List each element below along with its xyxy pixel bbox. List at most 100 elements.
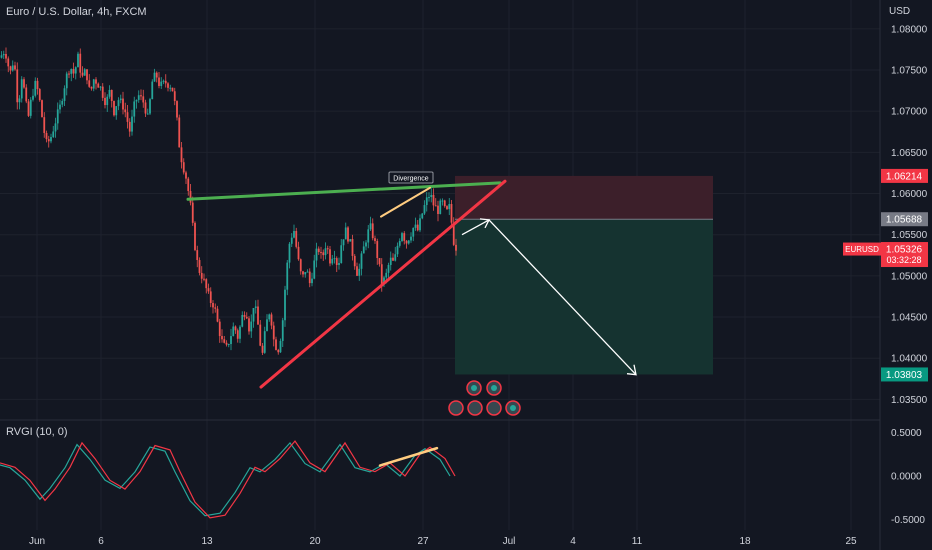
candle-body [324, 248, 327, 256]
candle-body [182, 162, 185, 173]
grid [0, 0, 880, 530]
candle-body [126, 112, 129, 122]
candle-body [90, 86, 93, 89]
candle-body [196, 250, 199, 261]
candle-body [61, 100, 64, 105]
candle-body [108, 89, 111, 97]
symbol-tag [843, 242, 881, 256]
candle-body [52, 131, 55, 138]
candle-body [293, 230, 295, 238]
candle-body [281, 320, 284, 341]
candle-body [374, 238, 376, 242]
candle-body [320, 252, 322, 254]
candle-body [41, 100, 43, 118]
projection-arrow[interactable] [461, 218, 637, 376]
candle-body [149, 99, 151, 114]
resistance-line[interactable] [186, 181, 502, 201]
event-icon[interactable] [467, 400, 483, 416]
divergence-price-line[interactable] [380, 186, 431, 218]
candle-body [423, 205, 426, 214]
target-price-tag [881, 367, 928, 382]
time-tick-label: Jun [29, 536, 45, 547]
candle-body [81, 72, 84, 76]
candle-body [88, 80, 91, 87]
candle-body [131, 116, 133, 132]
candle-body [414, 224, 417, 228]
candle-body [47, 139, 50, 142]
candle-body [164, 80, 167, 84]
price-axis[interactable]: 1.08000 1.07500 1.07000 1.06500 1.06000 1.055… [891, 24, 928, 406]
candle-body [250, 321, 253, 332]
price-tick-label: 1.06500 [891, 148, 928, 159]
candle-body [239, 326, 241, 339]
event-icon[interactable] [448, 400, 464, 416]
candle-body [2, 54, 5, 56]
candle-body [79, 53, 82, 73]
candle-body [353, 255, 356, 267]
candle-body [394, 254, 397, 261]
candle-body [387, 264, 390, 273]
candle-body [441, 200, 444, 202]
candle-body [29, 99, 32, 116]
candle-body [36, 80, 39, 90]
candle-body [97, 83, 100, 88]
candle-body [113, 100, 115, 116]
event-icon[interactable] [486, 400, 502, 416]
candle-body [290, 237, 293, 244]
candle-body [101, 86, 104, 98]
candle-body [313, 260, 316, 279]
candle-body [356, 266, 358, 276]
target-price-text: 1.03803 [886, 370, 923, 381]
candle-body [360, 253, 363, 269]
candle-body [412, 227, 415, 237]
support-line[interactable] [259, 179, 507, 389]
price-tick-label: 1.03500 [891, 395, 928, 406]
candle-body [203, 278, 205, 280]
candle-body [230, 336, 232, 345]
candle-body [185, 172, 187, 179]
candle-body [257, 306, 259, 325]
price-tags: 1.06214 1.05688 EURUSD 1.05326 03:32:28 … [843, 168, 928, 382]
candle-body [124, 109, 127, 113]
stop-price-text: 1.06214 [886, 171, 923, 182]
candle-body [74, 67, 77, 74]
symbol-tag-text: EURUSD [845, 245, 879, 254]
last-price-tag [881, 242, 928, 268]
candle-body [212, 302, 214, 308]
candle-body [20, 79, 23, 99]
event-icons[interactable] [448, 380, 521, 416]
candle-body [43, 117, 46, 133]
candle-body [11, 65, 14, 71]
time-tick-label: 20 [309, 536, 321, 547]
candle-body [452, 222, 455, 245]
time-tick-label: 13 [201, 536, 213, 547]
time-tick-label: 27 [417, 536, 429, 547]
candle-body [234, 326, 237, 331]
candle-body [205, 279, 208, 289]
indicator-tick-label: 0.0000 [891, 472, 922, 483]
entry-price-tag [881, 212, 928, 227]
candle-body [236, 330, 239, 339]
candle-body [187, 178, 190, 192]
divergence-indicator-line[interactable] [378, 446, 439, 467]
symbol-title[interactable]: Euro / U.S. Dollar, 4h, FXCM [6, 6, 147, 18]
arrow-head-down [626, 364, 637, 376]
take-profit-zone[interactable] [455, 219, 713, 375]
candle-body [322, 252, 325, 256]
candle-body [275, 339, 277, 350]
candle-body [227, 344, 230, 346]
candle-body [137, 95, 140, 100]
indicator-title[interactable]: RVGI (10, 0) [6, 426, 68, 438]
candle-body [385, 272, 388, 278]
candle-body [365, 242, 367, 247]
candle-body [261, 345, 264, 353]
time-axis[interactable]: Jun 6 13 20 27 Jul 4 11 18 25 [29, 536, 857, 547]
candle-body [160, 81, 163, 87]
candle-body [405, 240, 408, 244]
candle-body [428, 197, 430, 199]
candle-body [194, 222, 196, 251]
candle-body [153, 72, 156, 82]
candle-body [189, 191, 192, 203]
candle-body [135, 99, 138, 102]
